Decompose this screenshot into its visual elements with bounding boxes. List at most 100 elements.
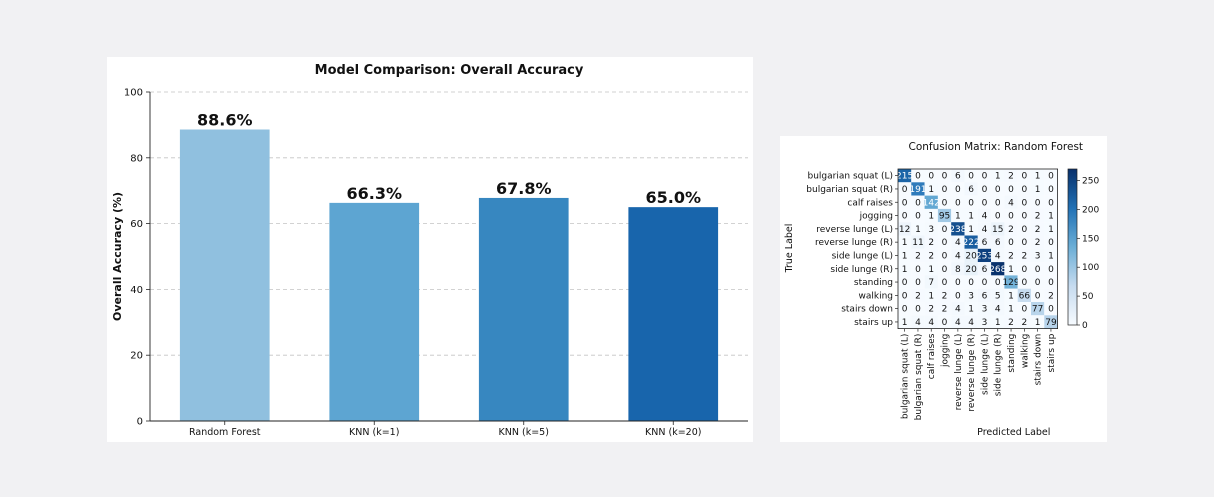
cm-cell [937,222,952,236]
cm-cell-value: 2 [915,251,921,261]
bar [478,197,569,421]
cm-cell-value: 2 [1008,225,1014,235]
cm-cell-value: 0 [915,212,921,222]
cm-cell-value: 6 [982,265,988,275]
cm-cell-value: 0 [968,278,974,288]
cm-cell-value: 0 [955,278,961,288]
cm-cell [951,195,965,209]
cm-cell [977,315,992,329]
cm-cell [951,169,965,183]
cm-col-label: walking [1020,334,1030,369]
cm-cell-value: 6 [968,185,974,195]
cm-cell [911,302,925,316]
cm-cell-value: 5 [995,291,1001,301]
colorbar-tick-label: 0 [1082,321,1088,331]
cm-cell [924,182,938,196]
cm-cell [1004,195,1018,209]
cm-cell-value: 0 [1021,185,1027,195]
cm-cell-value: 4 [968,318,974,328]
cm-cell [1017,275,1031,289]
cm-cell [1031,248,1045,263]
cm-cell [1004,169,1018,183]
cm-cell [1044,182,1058,196]
cm-cell [1031,315,1045,329]
cm-cell-value: 2 [928,251,934,261]
cm-cell [1044,222,1058,236]
cm-cell [1004,222,1018,236]
colorbar-tick-label: 150 [1082,234,1099,244]
cm-cell-value: 0 [915,172,921,182]
cm-cell-value: 0 [1048,278,1054,288]
cm-cell-value: 3 [982,305,988,315]
cm-cell [898,248,912,263]
cm-cell-value: 1 [902,265,908,275]
cm-cell-value: 0 [1048,305,1054,315]
cm-col-label: side lunge (R) [994,334,1004,397]
cm-cell [951,288,965,302]
cm-row-label: reverse lunge (R) [815,238,893,248]
cm-cell [911,262,925,276]
cm-cell [1017,182,1031,196]
cm-y-axis-label: True Label [784,224,795,274]
cm-cell [1044,169,1058,183]
cm-cell [924,222,938,236]
cm-cell-value: 1 [1008,305,1014,315]
cm-cell [977,288,992,302]
cm-cell [1031,302,1045,316]
cm-cell-value: 1 [902,251,908,261]
cm-cell-value: 4 [928,318,934,328]
cm-cell [937,275,952,289]
cm-cell [924,169,938,183]
cm-cell [911,208,925,223]
cm-cell-value: 0 [982,198,988,208]
cm-cell [951,208,965,223]
cm-cell [937,248,952,263]
cm-cell-value: 2 [1021,251,1027,261]
cm-cell [937,208,952,223]
cm-cell [1031,169,1045,183]
cm-cell-value: 0 [915,198,921,208]
cm-cell-value: 1 [928,185,934,195]
cm-cell [991,169,1005,183]
cm-cell [924,195,938,209]
cm-cell [1017,195,1031,209]
cm-cell [1004,302,1018,316]
cm-cell-value: 2 [1035,225,1041,235]
cm-cell-value: 0 [902,291,908,301]
cm-cell [937,302,952,316]
cm-cell-value: 95 [939,212,950,222]
cm-cell-value: 11 [912,238,923,248]
cm-cell-value: 1 [955,212,961,222]
cm-cell-value: 0 [1021,225,1027,235]
cm-cell-value: 4 [1008,198,1014,208]
cm-cell-value: 129 [1002,278,1019,288]
cm-row-label: side lunge (R) [830,265,893,275]
cm-cell [924,275,938,289]
cm-cell-value: 1 [1008,291,1014,301]
cm-cell [1017,315,1031,329]
cm-cell-value: 1 [915,225,921,235]
cm-cell-value: 0 [982,185,988,195]
cm-cell-value: 4 [995,305,1001,315]
cm-cell-value: 20 [965,265,977,275]
x-tick-label: KNN (k=20) [645,427,701,438]
cm-cell-value: 2 [928,238,934,248]
cm-cell [964,288,978,302]
cm-cell [977,222,992,236]
cm-cell-value: 0 [995,212,1001,222]
cm-cell [1004,262,1018,276]
cm-cell [951,275,965,289]
cm-cell [964,208,978,223]
cm-cell-value: 0 [942,318,948,328]
cm-cell [1044,208,1058,223]
bar-chart-panel: Model Comparison: Overall Accuracy 0 20 40 6… [107,57,753,442]
colorbar-tick-label: 200 [1082,205,1099,215]
cm-cell-value: 222 [963,238,980,248]
cm-cell-value: 0 [902,198,908,208]
cm-cell-value: 0 [902,278,908,288]
cm-cell [911,275,925,289]
cm-cell-value: 0 [1048,185,1054,195]
cm-cell [924,315,938,329]
cm-cell-value: 4 [955,318,961,328]
y-tick-label: 80 [130,153,143,164]
